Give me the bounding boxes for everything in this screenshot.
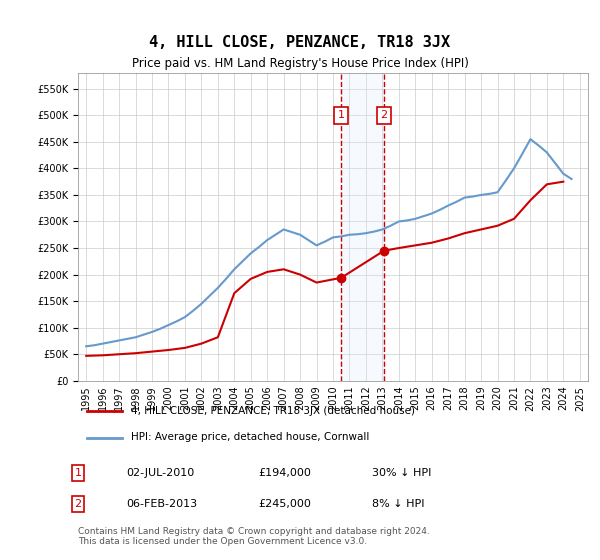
- Text: 8% ↓ HPI: 8% ↓ HPI: [372, 499, 425, 509]
- Text: 06-FEB-2013: 06-FEB-2013: [126, 499, 197, 509]
- Text: 4, HILL CLOSE, PENZANCE, TR18 3JX (detached house): 4, HILL CLOSE, PENZANCE, TR18 3JX (detac…: [131, 406, 415, 416]
- Text: 2: 2: [380, 110, 388, 120]
- Text: 30% ↓ HPI: 30% ↓ HPI: [372, 468, 431, 478]
- Text: HPI: Average price, detached house, Cornwall: HPI: Average price, detached house, Corn…: [131, 432, 369, 442]
- Text: 4, HILL CLOSE, PENZANCE, TR18 3JX: 4, HILL CLOSE, PENZANCE, TR18 3JX: [149, 35, 451, 50]
- Text: 02-JUL-2010: 02-JUL-2010: [126, 468, 194, 478]
- Bar: [341, 73, 384, 381]
- Text: 1: 1: [74, 468, 82, 478]
- Text: 1: 1: [338, 110, 345, 120]
- Text: Price paid vs. HM Land Registry's House Price Index (HPI): Price paid vs. HM Land Registry's House …: [131, 57, 469, 70]
- Text: 2: 2: [74, 499, 82, 509]
- Text: Contains HM Land Registry data © Crown copyright and database right 2024.
This d: Contains HM Land Registry data © Crown c…: [78, 526, 430, 546]
- Text: £245,000: £245,000: [258, 499, 311, 509]
- Text: £194,000: £194,000: [258, 468, 311, 478]
